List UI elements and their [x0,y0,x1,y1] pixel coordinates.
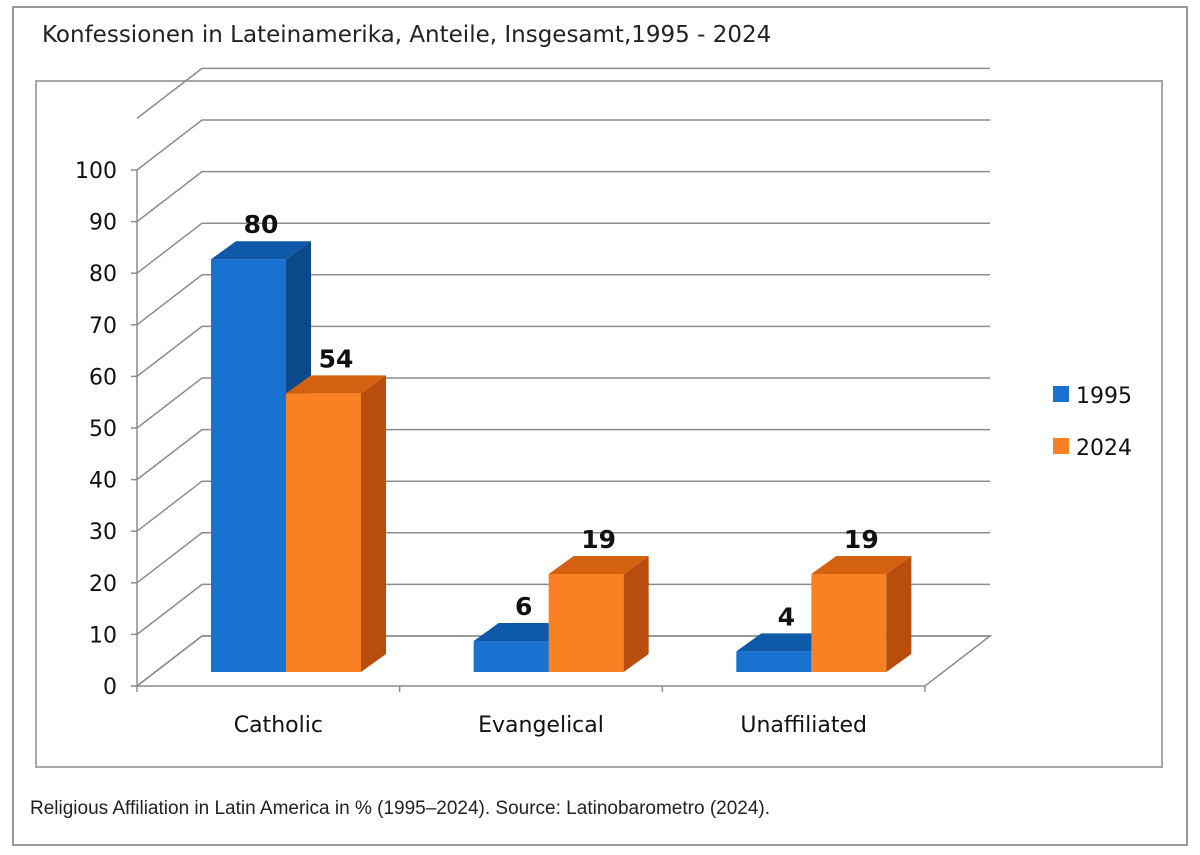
bar-front-face [811,573,887,672]
gridline [136,532,990,584]
gridline [136,222,990,274]
gridline [136,583,990,635]
gridline [136,67,990,119]
y-tick-label: 40 [89,469,117,494]
y-tick-label: 70 [89,314,117,339]
data-label: 19 [844,525,879,554]
bar-side-face [623,555,649,672]
y-tick-label: 60 [89,365,117,390]
x-axis-tick-labels: Catholic Evangelical Unaffiliated [234,713,867,738]
chart-title: Konfessionen in Lateinamerika, Anteile, … [42,22,772,48]
y-tick-label: 100 [75,159,117,184]
bar-side-face [361,375,386,672]
legend-swatch-2024 [1053,438,1069,454]
data-label: 6 [515,592,532,621]
gridline [136,635,990,687]
gridline [136,325,990,377]
bar-side-face [886,555,912,672]
gridlines [136,67,990,687]
y-tick-label: 30 [89,520,117,545]
data-labels: 80 54 6 19 4 19 [244,210,879,631]
x-tick-label: Unaffiliated [740,713,867,738]
data-label: 54 [319,344,354,373]
gridline [136,119,990,171]
gridline [136,480,990,532]
bar-top-face [811,555,912,574]
bar-front-face [211,259,286,672]
bar-front-face [286,393,361,672]
legend: 1995 2024 [1053,384,1132,461]
x-tick-label: Evangelical [478,713,604,738]
bars [211,241,912,672]
gridline [136,274,990,326]
bar-front-face [548,573,624,672]
bar-unaffiliated-2024 [811,555,912,672]
y-tick-label: 10 [89,623,117,648]
bar-catholic-2024 [286,375,386,672]
bar-front-face [473,641,549,672]
gridline [136,377,990,429]
y-axis-tick-labels: 0 10 20 30 40 50 60 70 80 90 100 [75,159,117,700]
legend-swatch-1995 [1053,386,1069,402]
figure-frame [12,6,1188,846]
y-tick-label: 20 [89,572,117,597]
bar-top-face [211,241,311,260]
y-tick-label: 90 [89,211,117,236]
legend-label-2024: 2024 [1076,436,1132,461]
plot-area-border [35,80,1163,768]
y-tick-label: 50 [89,417,117,442]
data-label: 19 [581,525,616,554]
bar-top-face [286,375,386,394]
bar-front-face [736,651,812,672]
data-label: 4 [778,602,795,631]
gridline [136,428,990,481]
y-tick-label: 0 [103,675,117,700]
legend-label-1995: 1995 [1076,384,1132,409]
bar-evangelical-2024 [548,555,649,672]
x-tick-label: Catholic [234,713,323,738]
bar-top-face [548,555,649,574]
figure-caption: Religious Affiliation in Latin America i… [30,798,771,819]
gridline [136,170,990,223]
data-label: 80 [244,210,279,239]
y-tick-label: 80 [89,262,117,287]
